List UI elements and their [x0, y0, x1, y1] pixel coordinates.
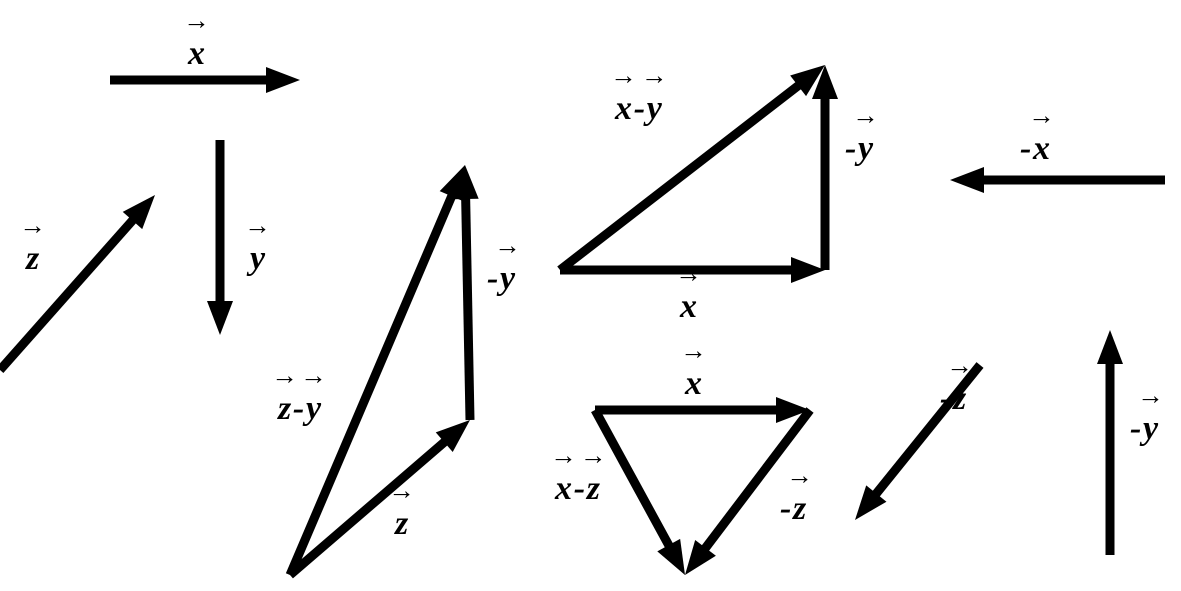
vector-head-y_down — [207, 301, 233, 335]
vector-head-tri2_x — [791, 257, 825, 283]
vector-shaft-tri2_xmy — [560, 77, 809, 270]
vector-shaft-tri3_nz — [697, 410, 810, 559]
vector-head-x_top — [266, 67, 300, 93]
vector-shaft-tri1_ny — [465, 185, 470, 420]
vector-head-tri1_zmy — [440, 165, 465, 201]
vector-shaft-z_left — [0, 210, 141, 370]
vector-shaft-tri1_zmy — [290, 184, 457, 575]
vector-diagram — [0, 0, 1181, 591]
vector-head-tri3_xmz — [657, 539, 685, 575]
vector-shaft-tri1_z — [290, 433, 455, 575]
vector-head-neg_y — [1097, 330, 1123, 364]
vector-head-neg_x — [950, 167, 984, 193]
arrows-layer — [0, 65, 1165, 575]
vector-shaft-tri3_xmz — [595, 410, 675, 557]
vector-shaft-neg_z — [868, 365, 980, 504]
